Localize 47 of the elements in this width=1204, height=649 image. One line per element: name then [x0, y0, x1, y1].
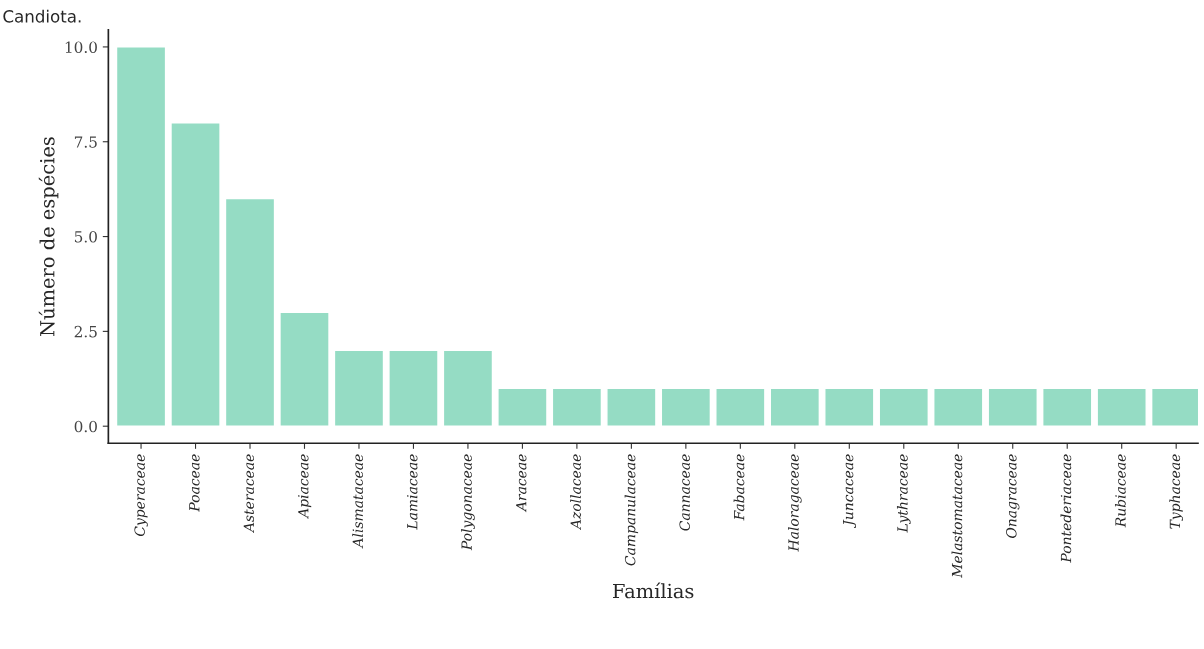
x-tick-label: Cyperaceae	[134, 454, 148, 537]
x-tick-label: Typhaceae	[1169, 454, 1184, 529]
x-tick-label: Onagraceae	[1006, 454, 1020, 538]
x-tick-label: Rubiaceae	[1114, 454, 1126, 528]
bar	[115, 46, 167, 427]
bar	[224, 197, 276, 427]
x-axis-title: Famílias	[613, 582, 694, 599]
bar	[878, 387, 929, 427]
x-tick-label: Poaceae	[189, 454, 200, 512]
x-tick-label: Haloragaceae	[788, 454, 802, 552]
y-tick-label: 0.0	[74, 420, 97, 433]
x-tick-label: Alismataceae	[352, 454, 363, 549]
bar	[279, 311, 330, 427]
x-tick-label: Juncaceae	[843, 454, 857, 529]
bar	[824, 387, 875, 427]
x-tick-label: Polygonaceae	[461, 454, 475, 551]
x-tick-label: Cannaceae	[679, 454, 690, 531]
bar	[933, 387, 984, 427]
bar	[333, 349, 385, 427]
bar	[170, 122, 221, 427]
x-tick-label: Campanulaceae	[624, 454, 639, 566]
bar	[987, 387, 1038, 427]
bar	[769, 387, 821, 427]
x-tick-label: Apiaceae	[298, 454, 312, 519]
y-tick-label: 10.0	[65, 41, 97, 53]
bar	[660, 387, 712, 427]
bar	[442, 349, 494, 427]
x-tick-label: Lamiaceae	[407, 454, 418, 530]
x-tick-label: Melastomataceae	[951, 454, 963, 578]
bar	[497, 387, 548, 427]
bar	[606, 387, 657, 427]
x-tick-label: Asteraceae	[243, 454, 255, 534]
bar	[715, 387, 766, 427]
bar	[388, 349, 439, 427]
y-tick-label: 7.5	[74, 136, 97, 148]
y-tick-label: 5.0	[74, 231, 97, 243]
bar	[551, 387, 603, 427]
y-axis-title: Número de espécies	[38, 137, 59, 337]
x-tick-label: Fabaceae	[733, 454, 745, 521]
y-tick-label: 2.5	[74, 325, 97, 338]
x-tick-label: Araceae	[516, 454, 527, 513]
bar	[1096, 387, 1147, 427]
x-tick-label: Lythraceae	[896, 454, 911, 533]
x-tick-label: Pontederiaceae	[1060, 454, 1072, 563]
text: Candiota.	[3, 9, 81, 23]
bar	[1042, 387, 1093, 427]
x-tick-label: Azollaceae	[570, 454, 582, 531]
